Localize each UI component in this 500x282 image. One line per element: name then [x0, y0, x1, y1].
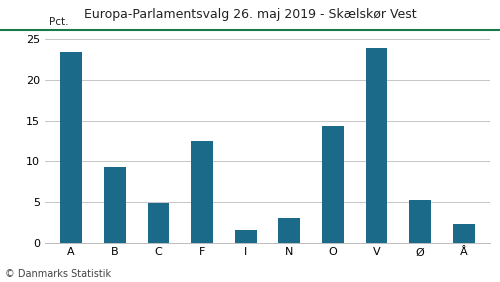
Text: Europa-Parlamentsvalg 26. maj 2019 - Skælskør Vest: Europa-Parlamentsvalg 26. maj 2019 - Skæ… [84, 8, 416, 21]
Bar [191, 141, 213, 243]
Bar [235, 230, 256, 243]
Bar [366, 48, 388, 243]
Text: Pct.: Pct. [50, 17, 69, 27]
Bar [410, 200, 431, 243]
Bar [278, 218, 300, 243]
Bar [60, 52, 82, 243]
Bar [322, 126, 344, 243]
Bar [104, 167, 126, 243]
Bar [148, 203, 170, 243]
Bar [453, 224, 474, 243]
Text: © Danmarks Statistik: © Danmarks Statistik [5, 269, 111, 279]
